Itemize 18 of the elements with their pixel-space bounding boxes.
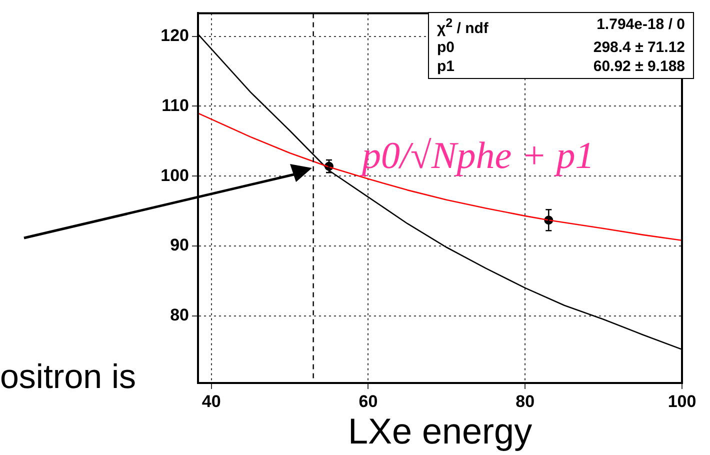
y-tick-label: 80 (170, 306, 189, 325)
x-axis-title: LXe energy (348, 410, 532, 452)
x-tick-label: 80 (516, 392, 535, 411)
annotation: 60.92 ± 9.188 (592, 58, 685, 75)
annotation: p0/√Nphe + p1 (362, 135, 594, 177)
annotation: 298.4 ± 71.12 (592, 39, 685, 56)
x-tick-label: 40 (202, 392, 221, 411)
annotation: χ$^{2}$ / ndf (437, 16, 490, 37)
y-tick-label: 100 (160, 166, 189, 185)
y-tick-label: 110 (162, 96, 189, 115)
annotation: p0 (437, 39, 456, 56)
y-tick-label: 90 (170, 236, 189, 255)
x-tick-label: 60 (358, 392, 378, 411)
annotation: 1.794e-18 / 0 (596, 16, 685, 35)
annotation: p1 (437, 58, 456, 75)
y-tick-label: 120 (160, 26, 189, 45)
text: ositron is (0, 358, 136, 396)
x-tick-label: 100 (668, 392, 696, 411)
